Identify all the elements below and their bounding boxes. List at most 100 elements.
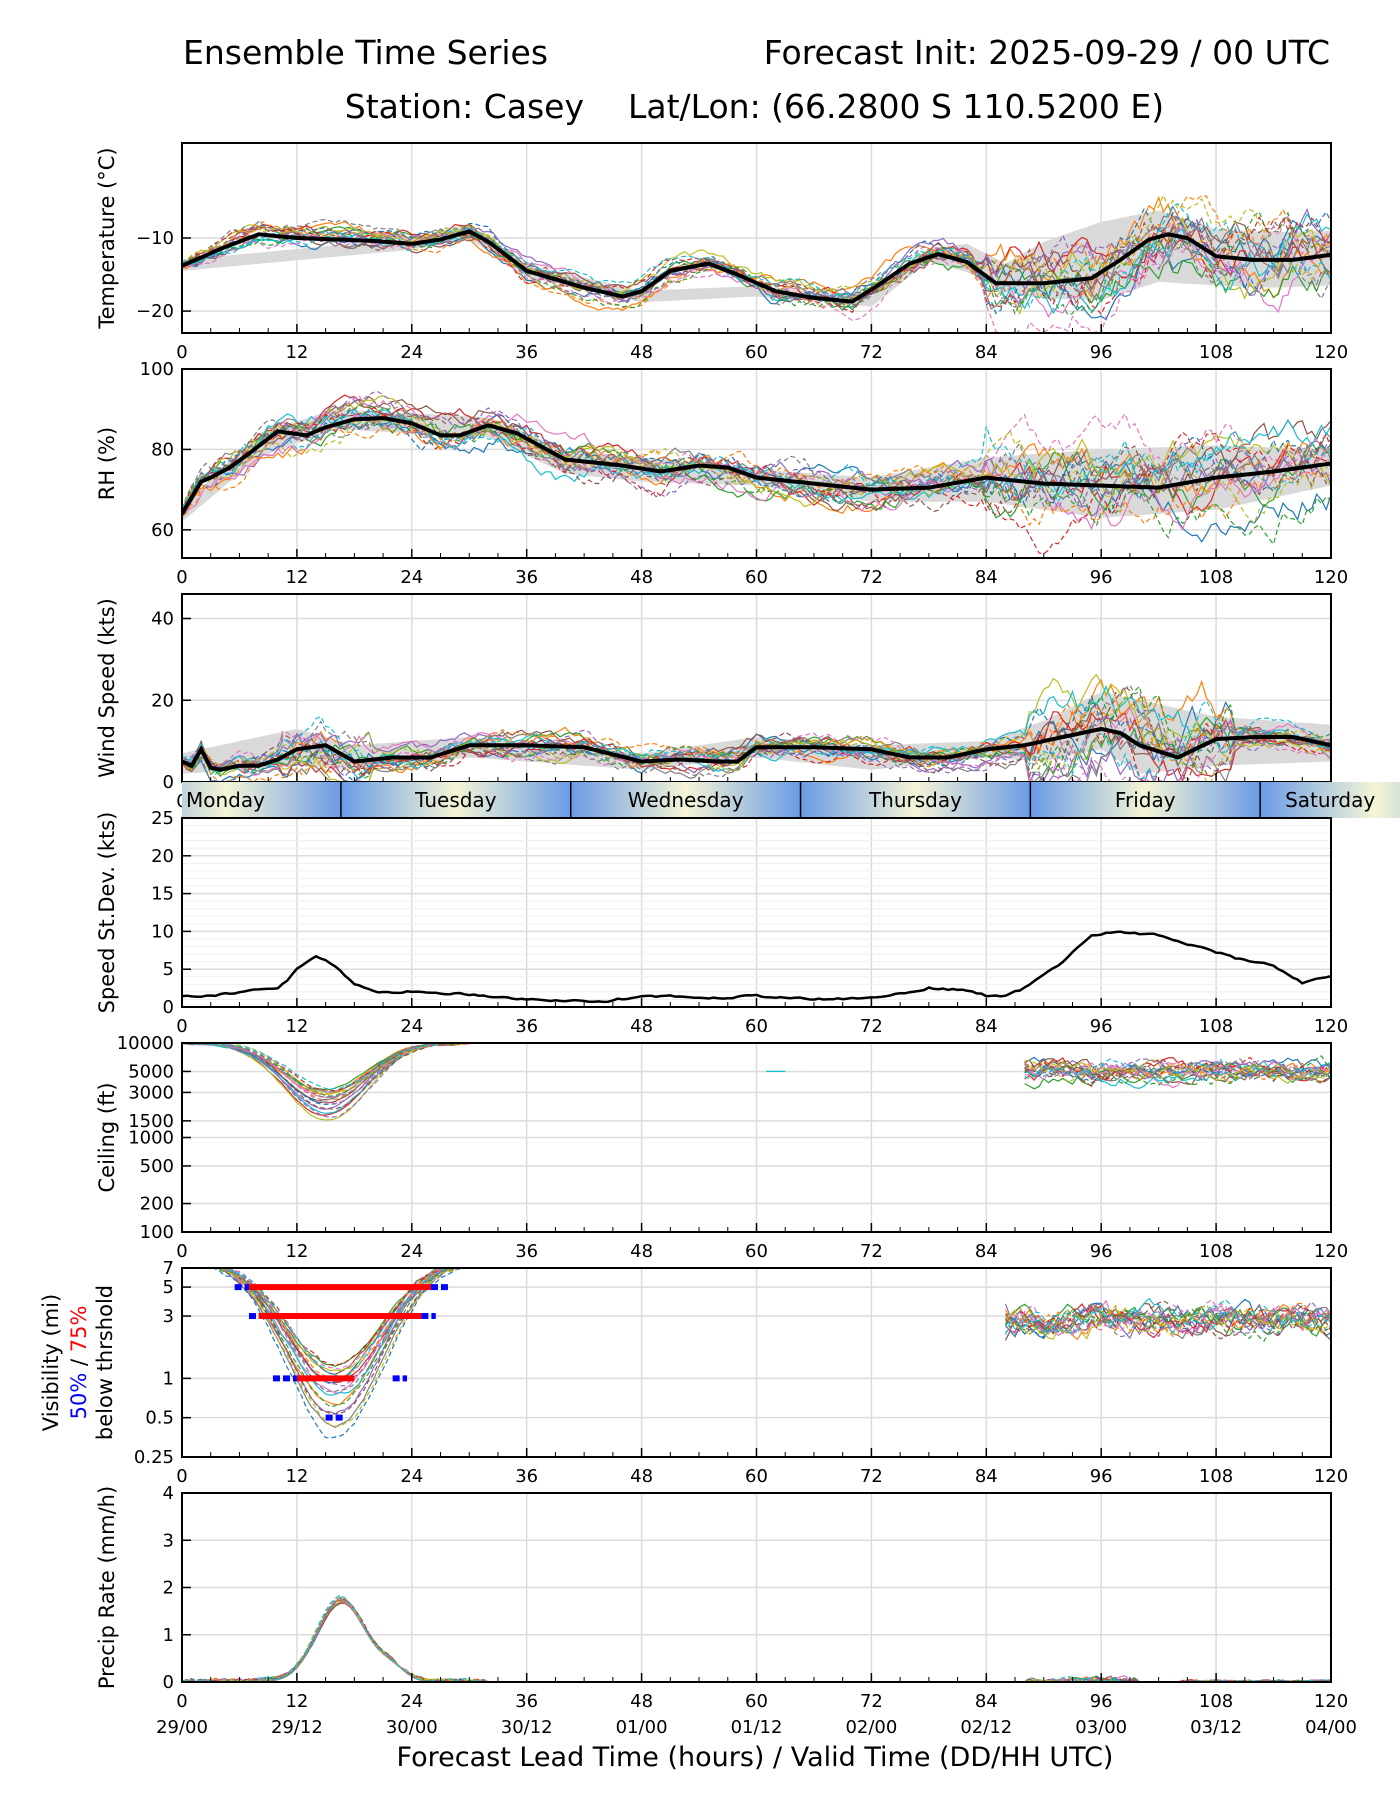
rh-spread-band: [182, 409, 1331, 522]
rh-member-line: [182, 407, 1331, 509]
speed-stdev-ytick-label: 5: [163, 959, 174, 980]
precip-xtick-label: 0: [176, 1691, 187, 1712]
ceiling-ytick-label: 3000: [128, 1082, 174, 1103]
wind-member-line: [182, 716, 1331, 782]
speed-stdev-xtick-label: 108: [1199, 1016, 1233, 1037]
speed-stdev-ytick-label: 10: [151, 921, 174, 942]
valid-time-label: 30/00: [386, 1717, 438, 1738]
temperature-xtick-label: 12: [285, 342, 308, 363]
visibility-ytick-label: 7: [163, 1258, 174, 1279]
day-band: [182, 782, 341, 818]
visibility-ytick-label: 0.25: [134, 1447, 174, 1468]
rh-xtick-label: 96: [1090, 567, 1113, 588]
precip-xtick-label: 84: [975, 1691, 998, 1712]
visibility-xtick-label: 0: [176, 1466, 187, 1487]
ceiling-xtick-label: 84: [975, 1241, 998, 1262]
wind-member-line: [182, 702, 1331, 782]
speed-stdev-line: [182, 930, 1331, 1004]
visibility-ylabel: Visibility (mi): [39, 1294, 63, 1431]
rh-xtick-label: 12: [285, 567, 308, 588]
valid-time-label: 29/12: [271, 1717, 323, 1738]
wind-member-line: [182, 685, 1331, 782]
ceiling-xtick-label: 96: [1090, 1241, 1113, 1262]
speed-stdev-xtick-label: 12: [285, 1016, 308, 1037]
ceiling-ytick-label: 1500: [128, 1111, 174, 1132]
visibility-xtick-label: 108: [1199, 1466, 1233, 1487]
temperature-xtick-label: 0: [176, 342, 187, 363]
rh-xtick-label: 0: [176, 567, 187, 588]
day-band: [340, 782, 571, 818]
precip-ytick-label: 1: [163, 1625, 174, 1646]
rh-xtick-label: 108: [1199, 567, 1233, 588]
ceiling-xtick-label: 120: [1314, 1241, 1348, 1262]
valid-time-label: 04/00: [1305, 1717, 1357, 1738]
wind-speed-panel: 0122436486072849610812002040Wind Speed (…: [95, 593, 1348, 812]
station-label: Station: Casey: [345, 87, 584, 126]
valid-time-labels: 29/00 29/12 30/00 30/12 01/00 01/12 02/00 02/12…: [156, 1717, 1357, 1738]
latlon-label: Lat/Lon: (66.2800 S 110.5200 E): [628, 87, 1164, 126]
day-label: Saturday: [1285, 788, 1375, 812]
precip-xtick-label: 120: [1314, 1691, 1348, 1712]
visibility-member-line: [212, 1268, 1331, 1439]
ceiling-xtick-label: 12: [285, 1241, 308, 1262]
temperature-xtick-label: 72: [860, 342, 883, 363]
temperature-ytick-label: −10: [136, 228, 174, 249]
day-band: [570, 782, 801, 818]
ceiling-member-line: [182, 1043, 1331, 1095]
visibility-xtick-label: 96: [1090, 1466, 1113, 1487]
valid-time-label: 29/00: [156, 1717, 208, 1738]
title-left: Ensemble Time Series: [183, 33, 548, 72]
rh-xtick-label: 72: [860, 567, 883, 588]
wind-ytick-label: 40: [151, 609, 174, 630]
day-band: [800, 782, 1031, 818]
temperature-member-line: [182, 195, 1331, 309]
rh-member-line: [182, 413, 1331, 531]
visibility-ytick-label: 5: [163, 1277, 174, 1298]
day-label: Wednesday: [628, 788, 744, 812]
wind-member-line: [182, 722, 1331, 782]
visibility-panel: 0 12 24 36 48 60 72 84 96 108 120 0.25 0.5 1 3 57 Visibi…: [39, 1258, 1348, 1487]
day-label: Tuesday: [414, 788, 497, 812]
wind-ytick-label: 20: [151, 690, 174, 711]
ceiling-ytick-label: 200: [140, 1194, 174, 1215]
temperature-member-line: [182, 216, 1331, 315]
rh-member-line: [182, 391, 1331, 511]
x-axis-label: Forecast Lead Time (hours) / Valid Time …: [397, 1742, 1114, 1773]
temperature-member-line: [182, 218, 1331, 307]
precip-member-line: [182, 1599, 1331, 1682]
visibility-xtick-label: 24: [400, 1466, 423, 1487]
visibility-ylabel-percentiles: 50% / 75%: [67, 1306, 91, 1420]
rh-xtick-label: 36: [515, 567, 538, 588]
visibility-xtick-label: 12: [285, 1466, 308, 1487]
precip-ylabel: Precip Rate (mm/h): [95, 1486, 119, 1689]
temperature-ytick-label: −20: [136, 301, 174, 322]
visibility-ytick-label: 3: [163, 1306, 174, 1327]
rh-ylabel: RH (%): [95, 427, 119, 500]
ceiling-ytick-label: 100: [140, 1222, 174, 1243]
ceiling-xtick-label: 24: [400, 1241, 423, 1262]
temperature-xtick-label: 96: [1090, 342, 1113, 363]
speed-stdev-xtick-label: 0: [176, 1016, 187, 1037]
day-band: [1030, 782, 1261, 818]
ceiling-xtick-label: 108: [1199, 1241, 1233, 1262]
precip-ytick-label: 2: [163, 1578, 174, 1599]
ceiling-ytick-label: 5000: [128, 1061, 174, 1082]
valid-time-label: 01/12: [731, 1717, 783, 1738]
visibility-xtick-label: 120: [1314, 1466, 1348, 1487]
ceiling-ylabel: Ceiling (ft): [95, 1082, 119, 1192]
precip-ytick-label: 3: [163, 1530, 174, 1551]
wind-ytick-label: 0: [163, 772, 174, 793]
ceiling-ytick-label: 1000: [128, 1128, 174, 1149]
ceiling-xtick-label: 0: [176, 1241, 187, 1262]
precip-xtick-label: 48: [630, 1691, 653, 1712]
temperature-xtick-label: 60: [745, 342, 768, 363]
day-label: Friday: [1115, 788, 1176, 812]
speed-stdev-xtick-label: 48: [630, 1016, 653, 1037]
rh-ytick-label: 60: [151, 520, 174, 541]
valid-time-label: 30/12: [501, 1717, 553, 1738]
rh-xtick-label: 24: [400, 567, 423, 588]
speed-stdev-ytick-label: 25: [151, 808, 174, 829]
speed-stdev-ytick-label: 0: [163, 997, 174, 1018]
wind-ylabel: Wind Speed (kts): [95, 598, 119, 778]
